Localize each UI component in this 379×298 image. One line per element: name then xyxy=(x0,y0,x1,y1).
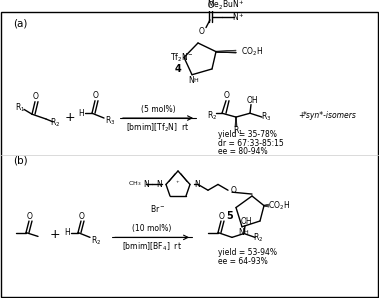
Text: N: N xyxy=(188,76,194,85)
Text: CH$_3$: CH$_3$ xyxy=(127,179,141,188)
Text: $^+$: $^+$ xyxy=(175,180,181,185)
Text: R$_1$: R$_1$ xyxy=(15,101,25,114)
Text: +: + xyxy=(50,228,60,241)
Text: OH: OH xyxy=(240,217,252,226)
Text: R$_3$: R$_3$ xyxy=(105,115,115,127)
Text: +: + xyxy=(299,111,308,120)
Text: +: + xyxy=(65,111,75,124)
Text: Tf$_2$N$^-$: Tf$_2$N$^-$ xyxy=(170,51,194,64)
Text: H: H xyxy=(194,78,198,83)
Text: CO$_2$H: CO$_2$H xyxy=(268,199,290,212)
Text: (10 mol%): (10 mol%) xyxy=(132,224,172,233)
Text: O: O xyxy=(33,92,39,101)
Text: O: O xyxy=(199,27,205,36)
Text: 5: 5 xyxy=(227,211,233,221)
Text: R$_1$: R$_1$ xyxy=(233,124,243,137)
Text: N$^+$: N$^+$ xyxy=(232,11,244,23)
Text: dr = 67:33-85:15: dr = 67:33-85:15 xyxy=(218,139,284,148)
Text: O: O xyxy=(219,212,225,221)
Text: O: O xyxy=(231,186,237,195)
Text: Me$_2$BuN$^+$: Me$_2$BuN$^+$ xyxy=(207,0,245,12)
Text: ee = 80-94%: ee = 80-94% xyxy=(218,147,268,156)
Text: yield = 53-94%: yield = 53-94% xyxy=(218,248,277,257)
Text: H: H xyxy=(64,228,70,237)
Text: O: O xyxy=(79,212,85,221)
Text: O: O xyxy=(224,91,230,100)
Text: 4: 4 xyxy=(175,64,182,74)
Text: H: H xyxy=(78,109,84,118)
Text: yield = 35-78%: yield = 35-78% xyxy=(218,130,277,139)
Text: R$_2$: R$_2$ xyxy=(91,234,101,246)
Text: CO$_2$H: CO$_2$H xyxy=(241,45,263,58)
Text: (a): (a) xyxy=(13,19,27,29)
Text: R$_2$: R$_2$ xyxy=(207,110,217,122)
Text: ee = 64-93%: ee = 64-93% xyxy=(218,257,268,266)
Text: H: H xyxy=(244,230,248,235)
Text: (b): (b) xyxy=(13,156,28,166)
Text: R$_2$: R$_2$ xyxy=(50,117,60,129)
Text: O: O xyxy=(93,91,99,100)
Text: [bmim][Tf$_2$N]  rt: [bmim][Tf$_2$N] rt xyxy=(126,121,190,134)
Text: (5 mol%): (5 mol%) xyxy=(141,105,175,114)
Text: O: O xyxy=(208,1,214,10)
Text: Br$^-$: Br$^-$ xyxy=(150,203,166,214)
Text: R$_3$: R$_3$ xyxy=(261,111,271,123)
Text: N: N xyxy=(238,228,244,237)
Text: N: N xyxy=(156,180,162,189)
Text: R$_2$: R$_2$ xyxy=(253,231,263,244)
Text: OH: OH xyxy=(246,96,258,105)
Text: *syn*-isomers: *syn*-isomers xyxy=(303,111,357,120)
Text: N: N xyxy=(143,180,149,189)
Text: O: O xyxy=(27,212,33,221)
Text: [bmim][BF$_4$]  rt: [bmim][BF$_4$] rt xyxy=(122,241,182,253)
Text: N: N xyxy=(194,180,200,189)
